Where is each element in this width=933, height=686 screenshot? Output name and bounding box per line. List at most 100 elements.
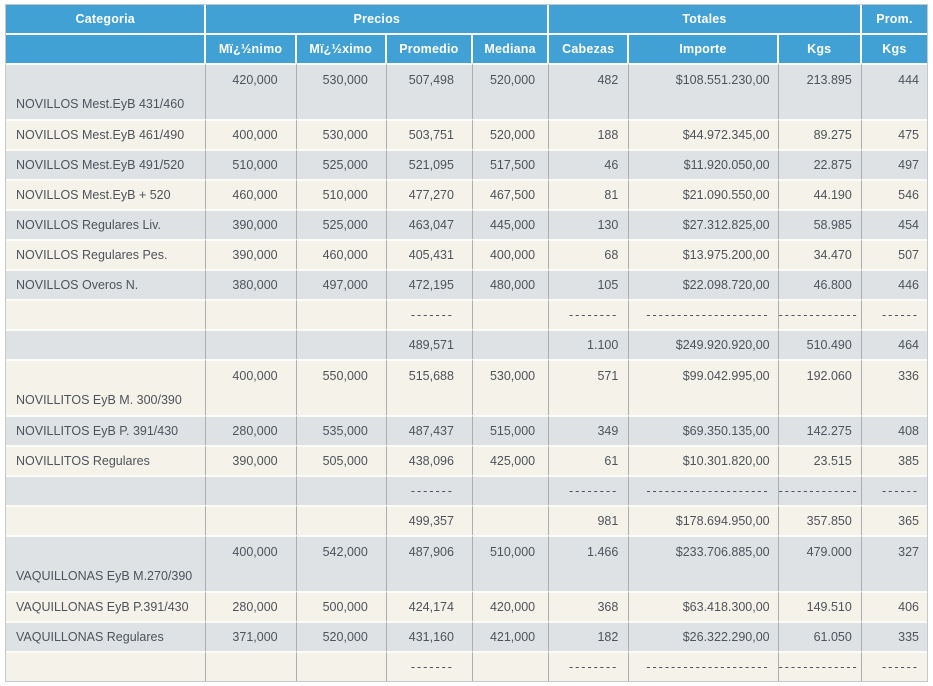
prom-kgs-cell: 408: [861, 415, 927, 445]
table-row: NOVILLOS Mest.EyB 491/520 510,000 525,00…: [6, 149, 927, 179]
table-row: VAQUILLONAS EyB P.391/430 280,000 500,00…: [6, 591, 927, 621]
maximo-cell: 542,000: [296, 535, 387, 591]
category-cell: VAQUILLONAS EyB P.391/430: [6, 591, 207, 621]
category-cell: VAQUILLONAS Regulares: [6, 621, 207, 651]
minimo-cell: [206, 651, 297, 681]
promedio-cell: 463,047: [386, 209, 473, 239]
importe-cell: $63.418.300,00: [629, 591, 779, 621]
kgs-cell: 23.515: [778, 445, 862, 475]
prom-kgs-cell: 327: [861, 535, 927, 591]
table-row: NOVILLITOS EyB P. 391/430 280,000 535,00…: [6, 415, 927, 445]
importe-cell: $233.706.885,00: [629, 535, 779, 591]
category-cell: NOVILLITOS EyB P. 391/430: [6, 415, 207, 445]
minimo-cell: 400,000: [206, 535, 297, 591]
subtotal-row: 499,357 981 $178.694.950,00 357.850 365: [6, 505, 927, 535]
minimo-cell: 400,000: [206, 119, 297, 149]
kgs-cell: 479.000: [778, 535, 862, 591]
header-promedio: Promedio: [386, 35, 473, 63]
cabezas-cell: 349: [549, 415, 630, 445]
kgs-cell: 510.490: [778, 329, 862, 359]
prom-kgs-cell: 464: [861, 329, 927, 359]
importe-cell: --------------------: [629, 475, 779, 505]
cabezas-cell: 61: [549, 445, 630, 475]
prom-kgs-cell: 365: [861, 505, 927, 535]
cabezas-cell: --------: [549, 651, 630, 681]
maximo-cell: 550,000: [296, 359, 387, 415]
maximo-cell: 520,000: [296, 621, 387, 651]
maximo-cell: [296, 505, 387, 535]
maximo-cell: [296, 329, 387, 359]
cabezas-cell: 130: [549, 209, 630, 239]
importe-cell: $249.920.920,00: [629, 329, 779, 359]
maximo-cell: 460,000: [296, 239, 387, 269]
kgs-cell: 149.510: [778, 591, 862, 621]
header-group-prom: Prom.: [861, 5, 927, 35]
table-row: NOVILLITOS Regulares 390,000 505,000 438…: [6, 445, 927, 475]
prom-kgs-cell: ------: [861, 651, 927, 681]
importe-cell: $44.972.345,00: [629, 119, 779, 149]
category-cell: NOVILLOS Regulares Pes.: [6, 239, 207, 269]
importe-cell: $178.694.950,00: [629, 505, 779, 535]
importe-cell: $108.551.230,00: [629, 63, 779, 119]
category-cell: [6, 651, 207, 681]
minimo-cell: 390,000: [206, 445, 297, 475]
maximo-cell: 510,000: [296, 179, 387, 209]
prom-kgs-cell: 406: [861, 591, 927, 621]
prom-kgs-cell: 335: [861, 621, 927, 651]
minimo-cell: [206, 329, 297, 359]
category-cell: [6, 475, 207, 505]
category-cell: VAQUILLONAS EyB M.270/390: [6, 535, 207, 591]
maximo-cell: 530,000: [296, 119, 387, 149]
importe-cell: $69.350.135,00: [629, 415, 779, 445]
table-row: NOVILLOS Overos N. 380,000 497,000 472,1…: [6, 269, 927, 299]
minimo-cell: 371,000: [206, 621, 297, 651]
category-cell: NOVILLITOS EyB M. 300/390: [6, 359, 207, 415]
importe-cell: $10.301.820,00: [629, 445, 779, 475]
cabezas-cell: 368: [549, 591, 630, 621]
header-kgs: Kgs: [778, 35, 862, 63]
promedio-cell: 507,498: [386, 63, 473, 119]
maximo-cell: 535,000: [296, 415, 387, 445]
mediana-cell: 480,000: [472, 269, 550, 299]
minimo-cell: 460,000: [206, 179, 297, 209]
header-sub-row: Mï¿½nimo Mï¿½ximo Promedio Mediana Cabez…: [6, 35, 927, 63]
importe-cell: $26.322.290,00: [629, 621, 779, 651]
kgs-cell: 22.875: [778, 149, 862, 179]
kgs-cell: 192.060: [778, 359, 862, 415]
minimo-cell: 420,000: [206, 63, 297, 119]
mediana-cell: 421,000: [472, 621, 550, 651]
cabezas-cell: 1.466: [549, 535, 630, 591]
importe-cell: --------------------: [629, 299, 779, 329]
mediana-cell: 467,500: [472, 179, 550, 209]
mediana-cell: [472, 299, 550, 329]
cabezas-cell: 571: [549, 359, 630, 415]
cabezas-cell: 482: [549, 63, 630, 119]
livestock-price-table: Categoria Precios Totales Prom. Mï¿½nimo…: [5, 4, 928, 682]
maximo-cell: 525,000: [296, 149, 387, 179]
minimo-cell: 390,000: [206, 239, 297, 269]
cabezas-cell: 68: [549, 239, 630, 269]
category-cell: NOVILLOS Mest.EyB 461/490: [6, 119, 207, 149]
category-cell: [6, 299, 207, 329]
table-header: Categoria Precios Totales Prom. Mï¿½nimo…: [6, 5, 927, 63]
promedio-cell: 438,096: [386, 445, 473, 475]
category-cell: [6, 329, 207, 359]
header-importe: Importe: [629, 35, 779, 63]
kgs-cell: -------------: [778, 651, 862, 681]
prom-kgs-cell: ------: [861, 475, 927, 505]
promedio-cell: -------: [386, 475, 473, 505]
importe-cell: $99.042.995,00: [629, 359, 779, 415]
promedio-cell: 521,095: [386, 149, 473, 179]
mediana-cell: 425,000: [472, 445, 550, 475]
promedio-cell: 487,906: [386, 535, 473, 591]
maximo-cell: 497,000: [296, 269, 387, 299]
mediana-cell: 400,000: [472, 239, 550, 269]
mediana-cell: 517,500: [472, 149, 550, 179]
category-cell: NOVILLOS Mest.EyB 491/520: [6, 149, 207, 179]
header-cabezas: Cabezas: [549, 35, 630, 63]
maximo-cell: [296, 651, 387, 681]
promedio-cell: -------: [386, 651, 473, 681]
promedio-cell: 431,160: [386, 621, 473, 651]
minimo-cell: 380,000: [206, 269, 297, 299]
prom-kgs-cell: 475: [861, 119, 927, 149]
